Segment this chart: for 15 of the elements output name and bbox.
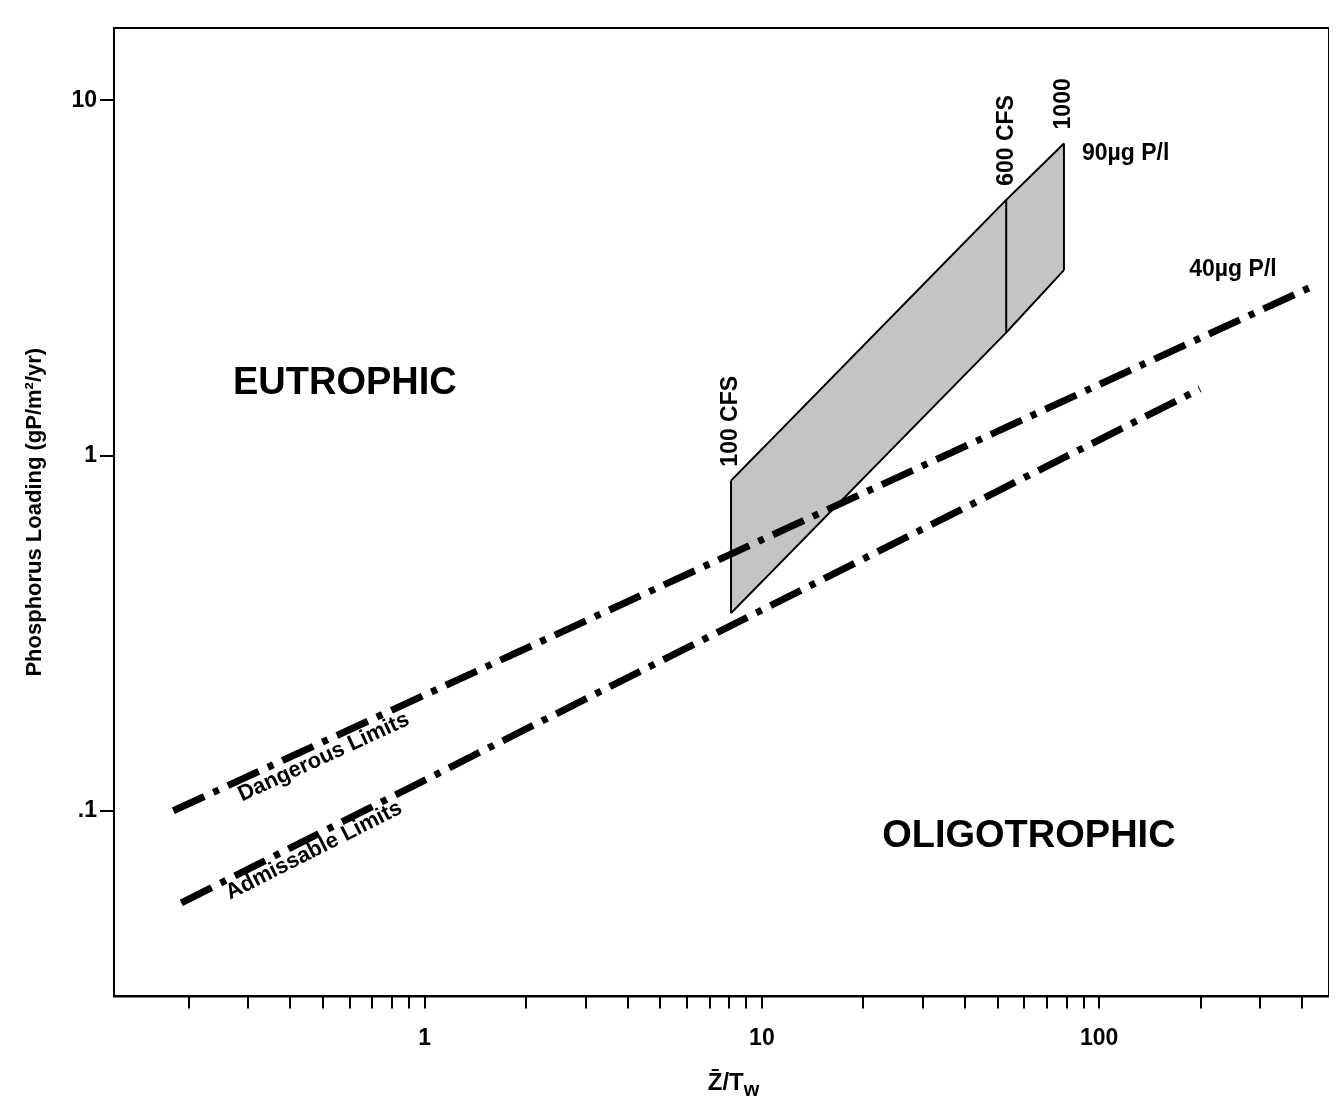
x-axis-title: Z̄/T$_{w}$ <box>706 1068 761 1101</box>
annotation: 90µg P/l <box>1081 138 1170 165</box>
annotation: 40µg P/l <box>1189 255 1277 282</box>
annotation: 1000 <box>1049 78 1076 130</box>
x-tick-label: 100 <box>1080 1023 1119 1050</box>
annotation: OLIGOTROPHIC <box>882 813 1176 856</box>
y-tick-label: .1 <box>77 796 98 823</box>
x-tick-label: 10 <box>749 1023 775 1050</box>
y-tick-label: 10 <box>71 85 97 112</box>
x-tick-label: 1 <box>418 1023 432 1050</box>
annotation: EUTROPHIC <box>232 359 457 402</box>
y-tick-label: 1 <box>84 440 98 467</box>
y-axis-title: Phosphorus Loading (gP/m²/yr) <box>21 347 47 677</box>
annotation: 100 CFS <box>716 375 743 467</box>
annotation: 600 CFS <box>991 95 1018 186</box>
